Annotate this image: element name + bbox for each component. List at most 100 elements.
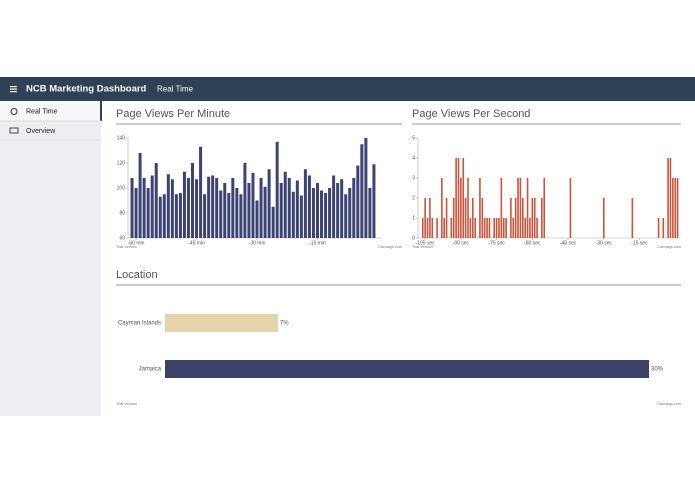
bar [498, 218, 500, 238]
chart-title: Location [116, 269, 158, 281]
bar [455, 158, 457, 238]
bar [174, 194, 178, 238]
bar [505, 218, 507, 238]
bar [247, 183, 251, 238]
y-tick-label: 5 [412, 135, 415, 141]
y-tick-label: 0 [412, 235, 415, 241]
y-tick-label: 80 [119, 210, 125, 216]
bar [275, 141, 279, 238]
sidebar-item-active[interactable] [0, 101, 101, 121]
bar [130, 178, 134, 238]
category-label: Cayman Islands [118, 321, 161, 327]
bar [259, 178, 263, 238]
y-tick-label: 140 [117, 135, 126, 141]
y-tick-label: 4 [412, 155, 415, 161]
bar [474, 218, 476, 238]
trial-label: Trial Version [412, 245, 433, 249]
bar [332, 175, 336, 238]
value-label: 30% [651, 367, 664, 373]
bar [195, 179, 199, 238]
bar [460, 178, 462, 238]
credit: Canvasjs.com [378, 245, 402, 249]
bar [467, 178, 469, 238]
bar [146, 188, 150, 238]
app-title: NCB Marketing Dashboard [26, 84, 147, 95]
bar [251, 173, 255, 238]
header-bar [0, 77, 695, 101]
bar [514, 198, 517, 238]
bar [154, 163, 158, 238]
bar [158, 196, 162, 238]
bar [522, 198, 524, 238]
bar [219, 190, 223, 238]
bar [372, 164, 376, 238]
bar [500, 178, 503, 238]
bar [526, 178, 529, 238]
bar [243, 163, 247, 238]
bar [227, 193, 231, 238]
bar [469, 218, 472, 238]
bar [533, 198, 536, 238]
category-label: Jamaica [139, 367, 162, 373]
section-title: Real Time [157, 85, 194, 94]
bar [215, 178, 219, 238]
bar [287, 178, 291, 238]
y-tick-label: 3 [412, 175, 415, 181]
bar [486, 218, 488, 238]
bar [352, 178, 356, 238]
bar [464, 198, 467, 238]
y-tick-label: 1 [412, 215, 415, 221]
bar [231, 178, 235, 238]
bar [166, 174, 170, 238]
sidebar-item[interactable]: Overview [26, 128, 56, 135]
bar [452, 198, 455, 238]
bar [674, 178, 677, 238]
bar [510, 198, 512, 238]
bar [676, 178, 679, 238]
bar [364, 138, 368, 238]
x-tick-label: -30 min [249, 240, 266, 246]
bar [186, 178, 190, 238]
bar [529, 218, 531, 238]
bar [283, 171, 287, 238]
bar [311, 188, 315, 238]
bar [462, 158, 465, 238]
bar [541, 198, 543, 238]
bar [299, 195, 303, 238]
sidebar-item[interactable]: Real Time [26, 108, 58, 115]
bar [657, 218, 660, 238]
bar [263, 186, 267, 238]
bar [315, 183, 319, 238]
y-tick-label: 60 [119, 235, 125, 241]
x-tick-label: -75 sec [488, 240, 505, 246]
trial-label: Trial Version [116, 402, 137, 406]
bar [457, 158, 460, 238]
bar [483, 218, 486, 238]
bar [344, 194, 348, 238]
bar [295, 180, 299, 238]
bar [178, 193, 182, 238]
credit: Canvasjs.com [657, 245, 681, 249]
chart-title: Page Views Per Second [412, 108, 530, 120]
menu-icon[interactable] [10, 86, 17, 93]
x-tick-label: -60 sec [524, 240, 541, 246]
bar [502, 218, 505, 238]
card-icon [9, 127, 19, 134]
credit: Canvasjs.com [657, 402, 681, 406]
bar [421, 218, 424, 238]
bar [524, 218, 526, 238]
bar [667, 158, 669, 238]
bar [471, 198, 474, 238]
x-tick-label: -45 sec [560, 240, 577, 246]
bar [271, 206, 275, 238]
bar [436, 218, 438, 238]
bar [672, 178, 674, 238]
bar [360, 144, 364, 238]
bar [203, 194, 207, 238]
bar [207, 176, 211, 238]
y-tick-label: 100 [117, 185, 126, 191]
bar [426, 218, 429, 238]
bar [493, 218, 496, 238]
bar [150, 175, 154, 238]
